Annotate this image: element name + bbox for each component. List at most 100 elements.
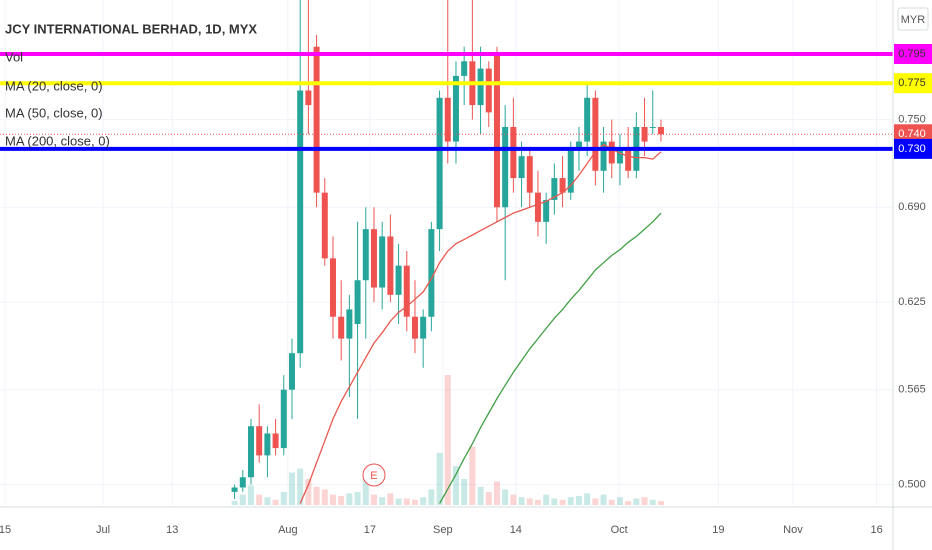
candle-body	[657, 126, 664, 135]
candle-body	[338, 316, 345, 339]
volume-bar	[616, 497, 623, 505]
legend-item: MA (50, close, 0)	[5, 105, 103, 120]
candle-body	[592, 97, 599, 171]
volume-bar	[346, 493, 353, 505]
volume-bar	[239, 494, 246, 505]
volume-bar	[575, 495, 582, 505]
y-tick-label: 0.750	[898, 114, 926, 126]
volume-bar	[493, 481, 500, 505]
level-label: 0.775	[898, 77, 926, 89]
volume-bar	[379, 497, 386, 505]
candle-body	[493, 54, 500, 208]
x-tick-label: Nov	[783, 524, 803, 536]
volume-bar	[469, 446, 476, 505]
candle-body	[420, 316, 427, 339]
x-tick-label: 14	[510, 524, 522, 536]
y-tick-label: 0.625	[898, 296, 926, 308]
volume-bar	[411, 499, 418, 505]
candle-body	[239, 477, 246, 488]
candle-body	[485, 68, 492, 113]
x-tick-label: Aug	[278, 524, 298, 536]
volume-bar	[313, 486, 320, 505]
candle-body	[477, 68, 484, 106]
volume-bar	[231, 501, 238, 505]
volume-bar	[543, 494, 550, 505]
volume-bar	[420, 497, 427, 505]
legend-item: MA (20, close, 0)	[5, 78, 103, 93]
plot-layer: E	[0, 0, 893, 504]
volume-bar	[321, 489, 328, 505]
candle-body	[297, 90, 304, 354]
volume-bar	[362, 479, 369, 505]
volume-bar	[485, 492, 492, 505]
candle-body	[395, 265, 402, 295]
legend-item: Vol	[5, 49, 23, 64]
candle-body	[641, 126, 648, 142]
volume-bar	[436, 453, 443, 505]
volume-bar	[518, 497, 525, 505]
candle-body	[329, 258, 336, 317]
x-tick-label: 19	[712, 524, 724, 536]
volume-bar	[657, 501, 664, 505]
volume-bar	[477, 486, 484, 505]
candle-body	[559, 178, 566, 193]
volume-bar	[641, 497, 648, 505]
candle-body	[362, 229, 369, 281]
volume-bar	[551, 498, 558, 505]
candle-body	[411, 316, 418, 339]
currency: MYR	[901, 14, 926, 26]
volume-layer	[231, 375, 664, 505]
candle-body	[567, 148, 574, 193]
candle-body	[526, 156, 533, 193]
volume-bar	[297, 468, 304, 505]
candle-body	[436, 97, 443, 230]
ma-line	[439, 212, 662, 504]
volume-bar	[534, 499, 541, 505]
volume-bar	[354, 492, 361, 505]
level-label-box	[894, 73, 932, 94]
axes-layer: 0.500 0.565 0.625 0.690 0.750 15 Jul 13 Aug 17 Sep…	[0, 44, 932, 536]
candle-body	[313, 46, 320, 193]
candle-body	[354, 280, 361, 325]
volume-bar	[461, 479, 468, 505]
candle-body	[305, 90, 312, 106]
candle-body	[543, 199, 550, 222]
y-tick-label: 0.500	[898, 478, 926, 490]
candle-body	[256, 426, 263, 456]
candle-body	[452, 75, 459, 142]
volume-bar	[452, 466, 459, 505]
candle-body	[461, 61, 468, 76]
candle-body	[428, 229, 435, 317]
candle-body	[321, 192, 328, 259]
volume-bar	[403, 498, 410, 505]
candle-body	[379, 236, 386, 288]
candle-body	[600, 141, 607, 171]
event-label: E	[370, 470, 377, 482]
x-tick-label: 13	[166, 524, 178, 536]
volume-bar	[428, 489, 435, 505]
currency-box	[897, 7, 929, 31]
candle-body	[518, 156, 525, 179]
x-tick-label: 16	[870, 524, 882, 536]
x-tick-label: Sep	[433, 524, 453, 536]
volume-bar	[567, 497, 574, 505]
x-tick-label: Oct	[611, 524, 628, 536]
volume-bar	[280, 492, 287, 505]
candle-body	[534, 192, 541, 222]
candle-body	[510, 126, 517, 179]
candle-body	[387, 236, 394, 295]
candle-body	[608, 141, 615, 164]
level-label-box	[894, 138, 932, 159]
candle-body	[551, 178, 558, 200]
candle-body	[272, 433, 279, 449]
event-marker	[362, 463, 386, 487]
y-tick-label: 0.690	[898, 201, 926, 213]
volume-bar	[444, 375, 451, 505]
x-tick-label: Jul	[96, 524, 110, 536]
candle-body	[264, 433, 271, 456]
volume-bar	[584, 493, 591, 505]
volume-bar	[592, 498, 599, 505]
x-tick-label: 17	[364, 524, 376, 536]
